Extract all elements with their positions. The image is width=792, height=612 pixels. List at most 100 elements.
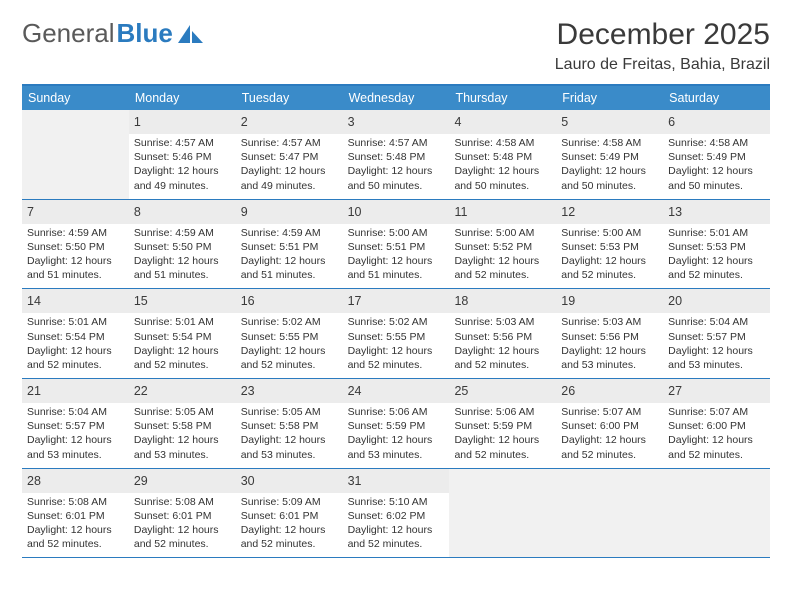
calendar-day-cell: 29Sunrise: 5:08 AMSunset: 6:01 PMDayligh… — [129, 469, 236, 558]
sunrise-line: Sunrise: 5:08 AM — [27, 495, 124, 509]
daylight-line: Daylight: 12 hours and 50 minutes. — [348, 164, 445, 192]
daylight-line: Daylight: 12 hours and 52 minutes. — [561, 433, 658, 461]
day-info: Sunrise: 5:01 AMSunset: 5:54 PMDaylight:… — [27, 315, 124, 372]
calendar-day-cell: 8Sunrise: 4:59 AMSunset: 5:50 PMDaylight… — [129, 200, 236, 289]
sunset-line: Sunset: 5:57 PM — [27, 419, 124, 433]
sunset-line: Sunset: 6:00 PM — [561, 419, 658, 433]
sunrise-line: Sunrise: 5:06 AM — [348, 405, 445, 419]
logo-word2: Blue — [117, 18, 173, 49]
sunrise-line: Sunrise: 4:59 AM — [241, 226, 338, 240]
sunset-line: Sunset: 5:55 PM — [348, 330, 445, 344]
calendar-week-row: 1Sunrise: 4:57 AMSunset: 5:46 PMDaylight… — [22, 110, 770, 200]
calendar-week-row: 14 Sunrise: 5:01 AMSunset: 5:54 PMDayligh… — [22, 289, 770, 379]
calendar-week-row: 28Sunrise: 5:08 AMSunset: 6:01 PMDayligh… — [22, 469, 770, 559]
day-info: Sunrise: 5:06 AMSunset: 5:59 PMDaylight:… — [454, 405, 551, 462]
day-number-bar: 28 — [22, 469, 129, 493]
calendar-empty-cell — [449, 469, 556, 558]
sunrise-line: Sunrise: 5:08 AM — [134, 495, 231, 509]
calendar-day-cell: 22Sunrise: 5:05 AMSunset: 5:58 PMDayligh… — [129, 379, 236, 468]
daylight-line: Daylight: 12 hours and 52 minutes. — [668, 433, 765, 461]
day-number-bar: 8 — [129, 200, 236, 224]
day-info: Sunrise: 5:05 AMSunset: 5:58 PMDaylight:… — [241, 405, 338, 462]
daylight-line: Daylight: 12 hours and 52 minutes. — [134, 344, 231, 372]
day-info: Sunrise: 4:58 AMSunset: 5:49 PMDaylight:… — [668, 136, 765, 193]
day-number-bar: 3 — [343, 110, 450, 134]
day-number: 1 — [134, 115, 141, 129]
sunset-line: Sunset: 5:46 PM — [134, 150, 231, 164]
sunrise-line: Sunrise: 5:02 AM — [241, 315, 338, 329]
sunrise-line: Sunrise: 5:00 AM — [454, 226, 551, 240]
calendar-empty-cell — [663, 469, 770, 558]
day-number: 31 — [348, 474, 362, 488]
day-number: 24 — [348, 384, 362, 398]
sunrise-line: Sunrise: 4:58 AM — [561, 136, 658, 150]
day-number: 28 — [27, 474, 41, 488]
day-number-bar: 12 — [556, 200, 663, 224]
sunset-line: Sunset: 5:50 PM — [27, 240, 124, 254]
day-number: 13 — [668, 205, 682, 219]
sunset-line: Sunset: 5:53 PM — [668, 240, 765, 254]
daylight-line: Daylight: 12 hours and 52 minutes. — [668, 254, 765, 282]
sunrise-line: Sunrise: 5:01 AM — [134, 315, 231, 329]
calendar-day-cell: 28Sunrise: 5:08 AMSunset: 6:01 PMDayligh… — [22, 469, 129, 558]
calendar-day-cell: 16Sunrise: 5:02 AMSunset: 5:55 PMDayligh… — [236, 289, 343, 378]
sunrise-line: Sunrise: 5:07 AM — [668, 405, 765, 419]
day-number: 26 — [561, 384, 575, 398]
day-number-bar: 24 — [343, 379, 450, 403]
sunset-line: Sunset: 5:48 PM — [348, 150, 445, 164]
weekday-header-row: SundayMondayTuesdayWednesdayThursdayFrid… — [22, 86, 770, 110]
calendar-day-cell: 11Sunrise: 5:00 AMSunset: 5:52 PMDayligh… — [449, 200, 556, 289]
calendar-day-cell: 14 Sunrise: 5:01 AMSunset: 5:54 PMDayligh… — [22, 289, 129, 378]
day-number-bar: 4 — [449, 110, 556, 134]
calendar-day-cell: 26Sunrise: 5:07 AMSunset: 6:00 PMDayligh… — [556, 379, 663, 468]
day-number: 9 — [241, 205, 248, 219]
calendar-day-cell: 2Sunrise: 4:57 AMSunset: 5:47 PMDaylight… — [236, 110, 343, 199]
sunset-line: Sunset: 5:56 PM — [561, 330, 658, 344]
day-number: 12 — [561, 205, 575, 219]
sunset-line: Sunset: 6:01 PM — [134, 509, 231, 523]
daylight-line: Daylight: 12 hours and 52 minutes. — [454, 254, 551, 282]
daylight-line: Daylight: 12 hours and 52 minutes. — [561, 254, 658, 282]
sunrise-line: Sunrise: 5:06 AM — [454, 405, 551, 419]
calendar: SundayMondayTuesdayWednesdayThursdayFrid… — [22, 84, 770, 558]
day-number-bar: 26 — [556, 379, 663, 403]
sunset-line: Sunset: 5:50 PM — [134, 240, 231, 254]
daylight-line: Daylight: 12 hours and 50 minutes. — [668, 164, 765, 192]
daylight-line: Daylight: 12 hours and 51 minutes. — [241, 254, 338, 282]
weekday-header-cell: Thursday — [449, 86, 556, 110]
daylight-line: Daylight: 12 hours and 52 minutes. — [348, 344, 445, 372]
sunrise-line: Sunrise: 5:05 AM — [241, 405, 338, 419]
sunset-line: Sunset: 6:02 PM — [348, 509, 445, 523]
sunrise-line: Sunrise: 5:02 AM — [348, 315, 445, 329]
calendar-day-cell: 1Sunrise: 4:57 AMSunset: 5:46 PMDaylight… — [129, 110, 236, 199]
daylight-line: Daylight: 12 hours and 50 minutes. — [454, 164, 551, 192]
calendar-day-cell: 15Sunrise: 5:01 AMSunset: 5:54 PMDayligh… — [129, 289, 236, 378]
day-number: 19 — [561, 294, 575, 308]
calendar-day-cell: 6Sunrise: 4:58 AMSunset: 5:49 PMDaylight… — [663, 110, 770, 199]
calendar-day-cell: 12Sunrise: 5:00 AMSunset: 5:53 PMDayligh… — [556, 200, 663, 289]
day-number: 18 — [454, 294, 468, 308]
sunset-line: Sunset: 5:51 PM — [348, 240, 445, 254]
day-number-bar: 25 — [449, 379, 556, 403]
sunset-line: Sunset: 5:59 PM — [454, 419, 551, 433]
sunrise-line: Sunrise: 5:04 AM — [27, 405, 124, 419]
daylight-line: Daylight: 12 hours and 49 minutes. — [241, 164, 338, 192]
calendar-day-cell: 25Sunrise: 5:06 AMSunset: 5:59 PMDayligh… — [449, 379, 556, 468]
day-number: 30 — [241, 474, 255, 488]
day-number: 27 — [668, 384, 682, 398]
day-number: 21 — [27, 384, 41, 398]
calendar-day-cell: 24Sunrise: 5:06 AMSunset: 5:59 PMDayligh… — [343, 379, 450, 468]
day-info: Sunrise: 4:59 AMSunset: 5:50 PMDaylight:… — [134, 226, 231, 283]
day-number: 5 — [561, 115, 568, 129]
sunset-line: Sunset: 5:58 PM — [241, 419, 338, 433]
day-info: Sunrise: 5:10 AMSunset: 6:02 PMDaylight:… — [348, 495, 445, 552]
day-number-bar: 2 — [236, 110, 343, 134]
day-number: 14 — [27, 294, 41, 308]
sunset-line: Sunset: 5:59 PM — [348, 419, 445, 433]
calendar-day-cell: 31 Sunrise: 5:10 AMSunset: 6:02 PMDayligh… — [343, 469, 450, 558]
day-number-bar: 22 — [129, 379, 236, 403]
weekday-header-cell: Sunday — [22, 86, 129, 110]
day-number: 2 — [241, 115, 248, 129]
calendar-day-cell: 30Sunrise: 5:09 AMSunset: 6:01 PMDayligh… — [236, 469, 343, 558]
sunrise-line: Sunrise: 5:03 AM — [561, 315, 658, 329]
